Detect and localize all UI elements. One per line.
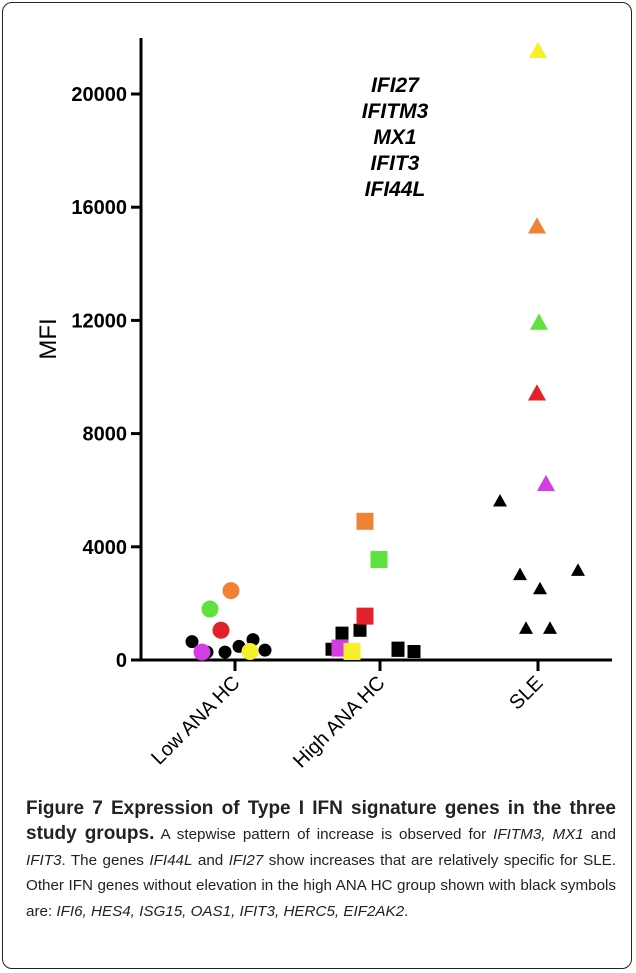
ifitm3-point [222, 582, 240, 600]
x-tick-label: Low ANA HC [147, 672, 244, 769]
caption-gene-list: IFI6, HES4, ISG15, OAS1, IFIT3, HERC5, E… [56, 902, 405, 920]
mx1-point [201, 600, 219, 618]
caption-text: and [583, 826, 616, 843]
legend-label-mx1: MX1 [373, 126, 416, 149]
ifi27-point [343, 643, 361, 661]
ifitm3-point [356, 512, 374, 530]
y-axis-label: MFI [35, 318, 62, 359]
caption-block: Figure 7 Expression of Type I IFN signat… [26, 796, 616, 923]
scatter-chart: 0 4000 8000 12000 16000 20000 MFI Low ANA HC Hig… [35, 38, 612, 772]
other-gene-point [218, 645, 232, 659]
ifi27-point [241, 643, 259, 661]
caption-text: . [404, 902, 409, 920]
legend-label-ifi27: IFI27 [371, 74, 420, 97]
ifi44l-point [193, 643, 211, 661]
caption-text: show increases that are relatively speci… [26, 851, 617, 920]
other-gene-point [519, 621, 533, 634]
x-tick-label: High ANA HC [289, 672, 389, 772]
other-gene-point [353, 623, 367, 637]
other-gene-point [513, 567, 527, 581]
other-gene-point [258, 643, 272, 657]
x-tick-label: SLE [505, 672, 547, 714]
legend-label-ifitm3: IFITM3 [362, 100, 429, 123]
ifit3-point [356, 607, 374, 625]
y-tick-label: 4000 [83, 537, 128, 559]
caption-text: . The genes [61, 851, 150, 869]
figure-label: Figure 7 [26, 798, 103, 819]
other-gene-point [571, 563, 585, 576]
other-gene-point [335, 626, 349, 640]
y-tick-label: 20000 [71, 84, 127, 106]
caption-text: and [192, 851, 229, 869]
caption-gene-list: IFITM3, MX1 [493, 826, 584, 843]
figure-title-end: . [149, 823, 155, 844]
other-gene-point [533, 581, 547, 595]
ifi44l-point [537, 474, 555, 492]
y-tick-label: 16000 [71, 197, 127, 219]
mx1-point [370, 551, 388, 569]
legend-label-ifi44l: IFI44L [365, 178, 426, 201]
figure-title: Expression of Type I IFN signature genes… [26, 798, 616, 844]
ifit3-point [528, 384, 546, 401]
y-tick-label: 8000 [83, 424, 128, 446]
caption-text: A stepwise pattern of increase is observ… [154, 826, 494, 843]
y-tick-label: 12000 [71, 310, 127, 332]
caption-body: A stepwise pattern of increase is observ… [26, 826, 616, 920]
other-gene-point [185, 635, 199, 649]
other-gene-point [407, 645, 421, 659]
caption-gene-list: IFI27 [228, 851, 264, 869]
ifitm3-point [528, 217, 546, 234]
other-gene-point [246, 633, 260, 647]
legend-label-ifit3: IFIT3 [370, 152, 419, 175]
ifi27-point [529, 41, 547, 59]
caption-gene-list: IFI44L [149, 851, 193, 869]
other-gene-point [391, 643, 405, 657]
other-gene-point [493, 493, 507, 507]
mx1-point [530, 313, 548, 330]
figure-caption: Figure 7 Expression of Type I IFN signat… [26, 796, 616, 923]
y-tick-label: 0 [116, 650, 127, 672]
caption-gene-list: IFIT3 [26, 851, 62, 869]
ifit3-point [212, 621, 230, 639]
other-gene-point [543, 621, 557, 634]
